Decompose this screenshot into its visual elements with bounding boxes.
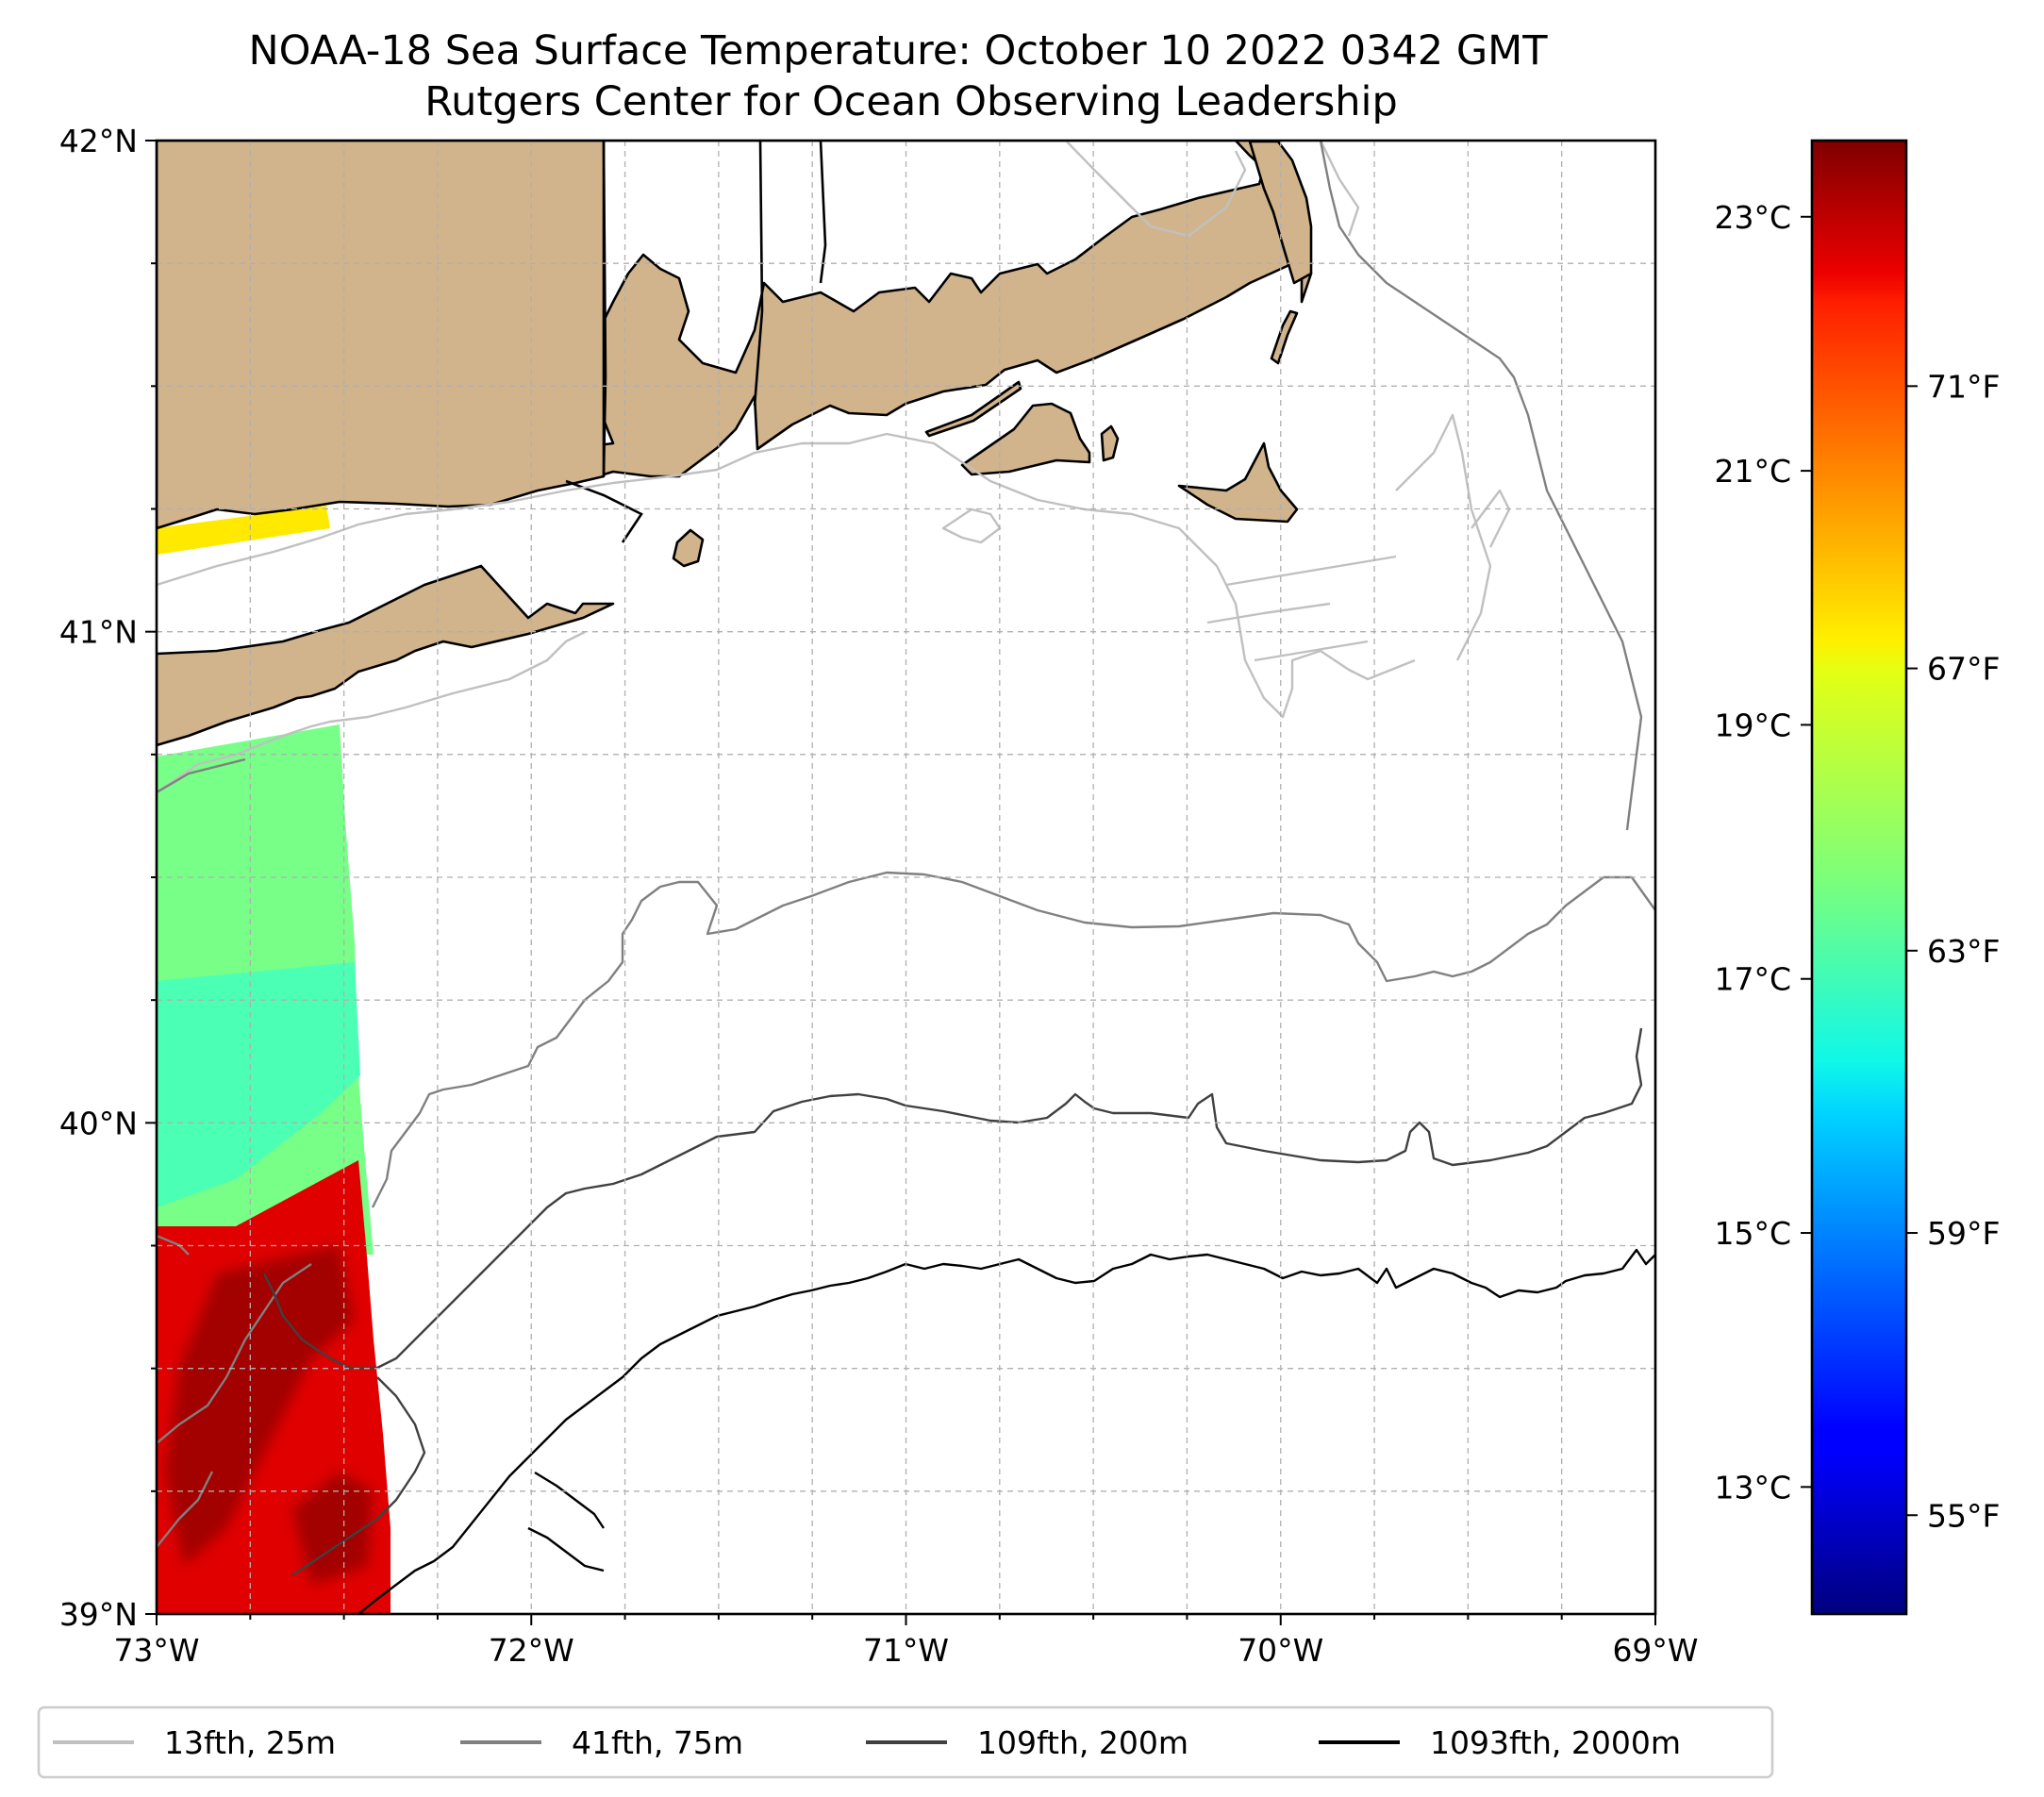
celsius-tick-label: 21°C — [1714, 453, 1791, 490]
x-tick-label: 71°W — [863, 1632, 949, 1669]
celsius-tick-label: 19°C — [1714, 707, 1791, 743]
graticule — [157, 141, 1655, 1614]
sst-swath — [157, 506, 391, 1614]
legend-label: 109fth, 200m — [977, 1724, 1188, 1761]
colorbar: 13°C 15°C 17°C 19°C 21°C 23°C 55°F 59°F 63°F 67°… — [1714, 139, 2000, 1616]
fahrenheit-tick-label: 55°F — [1927, 1497, 2000, 1534]
celsius-tick-label: 17°C — [1714, 961, 1791, 998]
border-ct-ri — [753, 141, 764, 407]
isobath-1093fth — [357, 1248, 1655, 1614]
map-area — [157, 141, 1655, 1614]
land-nantucket — [1177, 441, 1299, 524]
land-monomoy — [1270, 309, 1299, 365]
land-long-island — [157, 564, 615, 747]
colorbar-gradient — [1810, 139, 1908, 1616]
fahrenheit-tick-label: 67°F — [1927, 651, 2000, 688]
fahrenheit-tick-label: 59°F — [1927, 1215, 2000, 1252]
isobath-13fth — [157, 141, 1511, 793]
fahrenheit-tick-label: 63°F — [1927, 933, 2000, 970]
legend-label: 13fth, 25m — [164, 1724, 336, 1761]
y-tick-label: 41°N — [59, 614, 138, 651]
sst-region-sound-strip — [157, 506, 330, 555]
land-chappaquiddick — [1100, 424, 1120, 462]
land-block-island — [672, 528, 705, 568]
title-line-2: Rutgers Center for Ocean Observing Leade… — [424, 78, 1398, 125]
border-ny-ct — [602, 141, 607, 477]
y-tick-label: 40°N — [59, 1105, 138, 1141]
celsius-tick-label: 13°C — [1714, 1469, 1791, 1506]
x-tick-label: 73°W — [113, 1632, 199, 1669]
legend: 13fth, 25m 41fth, 75m 109fth, 200m 1093fth,… — [37, 1705, 1774, 1779]
celsius-tick-label: 15°C — [1714, 1215, 1791, 1252]
y-axis: 39°N 40°N 41°N 42°N — [59, 123, 157, 1633]
sst-region-warm-core — [165, 1245, 354, 1566]
y-tick-label: 39°N — [59, 1596, 138, 1633]
x-tick-label: 69°W — [1612, 1632, 1698, 1669]
x-tick-label: 70°W — [1238, 1632, 1323, 1669]
x-tick-label: 72°W — [489, 1632, 574, 1669]
land-long-island-ny — [157, 141, 606, 530]
celsius-tick-label: 23°C — [1714, 199, 1791, 236]
colorbar-fahrenheit-ticks: 55°F 59°F 63°F 67°F 71°F — [1906, 368, 2000, 1534]
y-tick-label: 42°N — [59, 123, 138, 159]
land-elizabeth-islands — [924, 380, 1022, 438]
title-line-1: NOAA-18 Sea Surface Temperature: October… — [248, 27, 1548, 75]
land-marthas-vineyard — [960, 402, 1091, 476]
border-ri-ma — [819, 141, 827, 284]
isobath-109fth — [262, 1027, 1643, 1576]
legend-label: 1093fth, 2000m — [1430, 1724, 1681, 1761]
land-cape-cod — [1248, 141, 1313, 285]
x-axis: 73°W 72°W 71°W 70°W 69°W — [113, 1614, 1699, 1669]
legend-label: 41fth, 75m — [572, 1724, 743, 1761]
isobath-41fth — [157, 141, 1655, 1548]
land-masses — [157, 141, 1313, 747]
isobaths — [157, 141, 1655, 1614]
sst-region-warm-core-2 — [292, 1472, 373, 1585]
fahrenheit-tick-label: 71°F — [1927, 368, 2000, 405]
legend-items: 13fth, 25m 41fth, 75m 109fth, 200m 1093fth,… — [53, 1724, 1681, 1761]
colorbar-celsius-ticks: 13°C 15°C 17°C 19°C 21°C 23°C — [1714, 199, 1812, 1506]
sst-region-mid-shelf — [157, 962, 360, 1207]
